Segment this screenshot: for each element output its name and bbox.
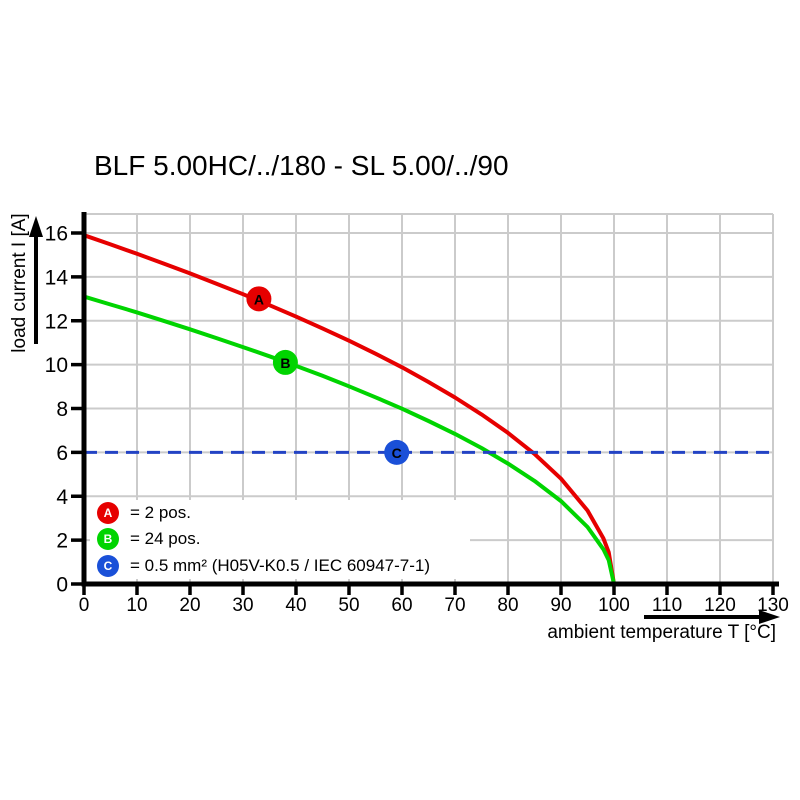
x-tick-label: 60	[391, 595, 412, 616]
legend-row-B: B = 24 pos.	[97, 527, 470, 552]
y-tick-label: 6	[56, 442, 68, 465]
y-tick-label: 0	[56, 574, 68, 597]
legend-marker-A: A	[97, 502, 119, 525]
x-tick-label: 130	[757, 595, 789, 616]
chart-title: BLF 5.00HC/../180 - SL 5.00/../90	[94, 150, 509, 181]
marker-A	[246, 286, 272, 312]
legend-row-A: A = 2 pos.	[97, 501, 470, 526]
x-tick-label: 40	[285, 595, 306, 616]
x-tick-label: 70	[444, 595, 465, 616]
y-tick-label: 14	[45, 266, 69, 289]
legend-label-B: = 24 pos.	[130, 529, 201, 549]
x-tick-label: 20	[179, 595, 200, 616]
x-axis-arrow-head	[759, 610, 780, 624]
marker-letter-C: C	[392, 445, 402, 461]
curve-B	[83, 294, 616, 585]
legend-label-A: = 2 pos.	[130, 503, 191, 523]
legend-row-C: C = 0.5 mm² (H05V-K0.5 / IEC 60947-7-1)	[97, 553, 470, 578]
x-tick-label: 0	[79, 595, 90, 616]
legend-marker-B: B	[97, 528, 119, 551]
y-tick-label: 2	[56, 530, 68, 553]
y-tick-label: 10	[45, 354, 68, 377]
x-tick-label: 10	[126, 595, 147, 616]
y-tick-label: 12	[45, 310, 68, 333]
marker-letter-A: A	[254, 291, 264, 307]
curve-A	[83, 233, 616, 585]
x-tick-label: 30	[232, 595, 253, 616]
x-axis-label: ambient temperature T [°C]	[547, 622, 776, 643]
legend: A = 2 pos. B = 24 pos. C = 0.5 mm² (H05V-K0.5…	[90, 500, 470, 579]
legend-marker-C: C	[97, 554, 119, 577]
x-tick-label: 90	[550, 595, 571, 616]
x-tick-label: 80	[497, 595, 518, 616]
y-axis-label: load current I [A]	[9, 213, 30, 353]
y-tick-label: 4	[56, 486, 68, 509]
x-tick-label: 50	[338, 595, 359, 616]
x-tick-label: 120	[704, 595, 736, 616]
y-tick-label: 16	[45, 223, 68, 246]
x-tick-label: 110	[652, 595, 682, 616]
legend-label-C: = 0.5 mm² (H05V-K0.5 / IEC 60947-7-1)	[130, 555, 430, 575]
y-axis-arrow-head	[29, 216, 43, 237]
marker-letter-B: B	[280, 355, 290, 371]
marker-C	[384, 439, 410, 465]
y-tick-label: 8	[56, 398, 68, 421]
marker-B	[272, 349, 298, 375]
x-tick-label: 100	[598, 595, 630, 616]
axis-ticks	[71, 231, 775, 595]
